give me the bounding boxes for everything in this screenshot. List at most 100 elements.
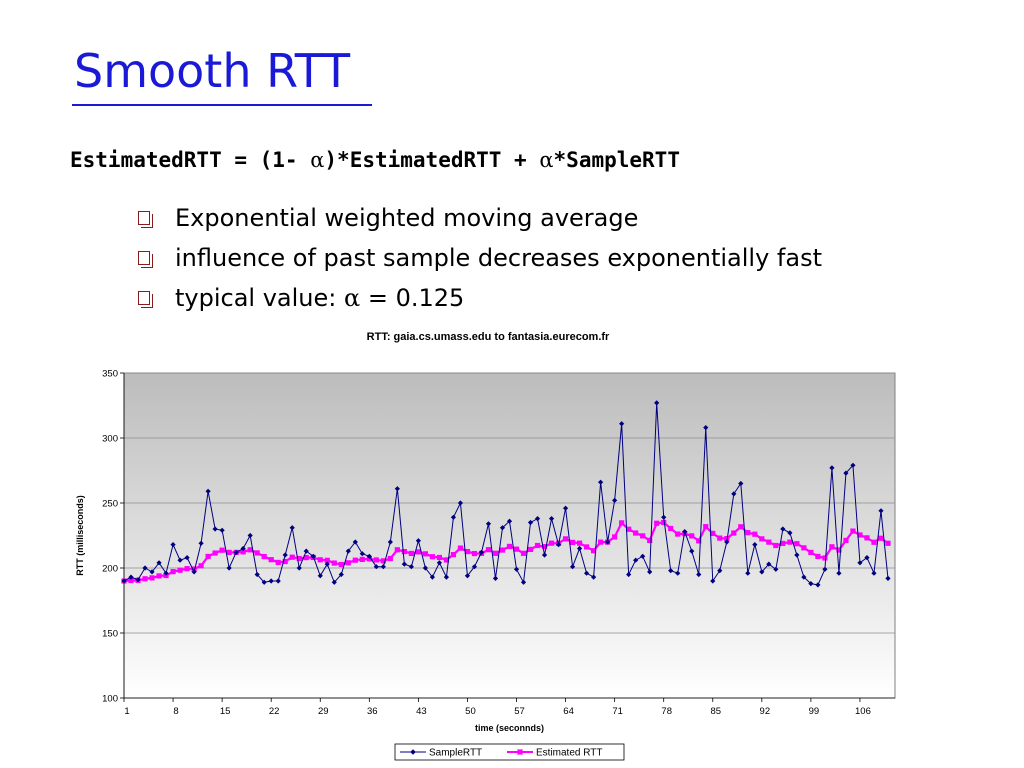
bullet-item: Exponential weighted moving average (138, 198, 822, 238)
data-point (142, 565, 148, 571)
data-point (359, 556, 365, 563)
data-point (885, 575, 891, 581)
data-point (296, 565, 302, 571)
data-point (836, 570, 842, 576)
data-point (605, 539, 611, 545)
data-point (717, 535, 723, 541)
data-point (696, 538, 702, 544)
x-tick-label: 43 (416, 706, 427, 717)
data-point (156, 560, 162, 566)
data-point (380, 558, 386, 564)
data-point (766, 539, 772, 545)
data-point (752, 542, 758, 548)
data-point (499, 547, 506, 553)
data-point (338, 571, 344, 578)
x-tick-label: 57 (514, 706, 525, 717)
data-point (864, 535, 870, 541)
data-point (787, 539, 793, 545)
x-tick-label: 1 (124, 706, 129, 717)
data-point (282, 552, 288, 558)
data-point (513, 546, 520, 552)
x-tick-label: 64 (563, 706, 574, 717)
y-axis-title: RTT (milliseconds) (75, 495, 85, 576)
slide-title: Smooth RTT (74, 44, 351, 98)
data-point (359, 551, 365, 557)
data-point (499, 525, 506, 531)
data-point (240, 545, 246, 552)
data-point (633, 530, 639, 536)
samplertt-series (121, 400, 891, 588)
data-point (808, 581, 814, 587)
data-point (303, 555, 309, 561)
data-point (815, 582, 821, 588)
data-point (170, 542, 176, 548)
data-point (619, 421, 625, 427)
data-point (401, 549, 407, 555)
chart-title: RTT: gaia.cs.umass.edu to fantasia.eurec… (366, 331, 610, 343)
data-point (135, 577, 141, 583)
data-point (296, 555, 302, 562)
data-point (282, 558, 288, 565)
title-underline (72, 104, 372, 106)
data-point (492, 550, 499, 556)
data-point (317, 557, 323, 563)
y-tick-label: 250 (102, 499, 118, 510)
data-point (675, 570, 681, 576)
data-point (380, 564, 386, 570)
data-point (794, 541, 800, 547)
x-tick-label: 92 (760, 706, 771, 717)
data-point (843, 470, 849, 476)
data-point (163, 570, 169, 576)
series-line (123, 402, 889, 586)
x-tick-label: 36 (367, 706, 378, 717)
data-point (247, 532, 253, 539)
data-point (612, 497, 618, 503)
gridlines (124, 372, 895, 634)
data-point (513, 566, 520, 572)
data-point (422, 551, 428, 557)
data-point (324, 561, 330, 567)
data-point (773, 566, 779, 572)
data-point (541, 552, 548, 558)
legend-label: Estimated RTT (536, 748, 603, 759)
data-point (815, 553, 821, 560)
data-point (766, 561, 772, 567)
data-point (429, 554, 435, 560)
data-point (626, 571, 632, 578)
data-point (268, 578, 274, 584)
data-point (738, 480, 744, 487)
data-point (289, 525, 295, 531)
formula-part1: EstimatedRTT = (1- (70, 148, 311, 172)
formula-part2: )*EstimatedRTT + (324, 148, 540, 172)
data-point (794, 552, 800, 558)
bullet-item: influence of past sample decreases expon… (138, 238, 822, 278)
data-point (128, 574, 134, 580)
data-point (205, 488, 211, 494)
data-point (745, 570, 751, 576)
data-point (170, 569, 176, 575)
data-point (661, 514, 667, 520)
data-point (177, 557, 183, 563)
data-point (331, 579, 337, 585)
formula-part3: *SampleRTT (553, 148, 680, 172)
data-point (731, 530, 737, 536)
data-point (717, 568, 723, 574)
data-point (401, 561, 407, 567)
data-point (710, 530, 716, 537)
data-point (478, 549, 485, 555)
data-point (128, 577, 134, 584)
data-point (268, 557, 274, 563)
x-tick-label: 22 (269, 706, 280, 717)
x-tick-label: 85 (710, 706, 721, 717)
legend-label: SampleRTT (429, 748, 482, 759)
data-point (240, 549, 246, 555)
data-point (520, 550, 527, 556)
data-point (275, 559, 281, 566)
x-tick-label: 71 (612, 706, 623, 717)
data-point (731, 491, 737, 497)
y-tick-label: 300 (102, 434, 118, 445)
bullet-item: typical value: α = 0.125 (138, 278, 822, 318)
data-point (366, 553, 372, 559)
data-point (247, 547, 253, 553)
